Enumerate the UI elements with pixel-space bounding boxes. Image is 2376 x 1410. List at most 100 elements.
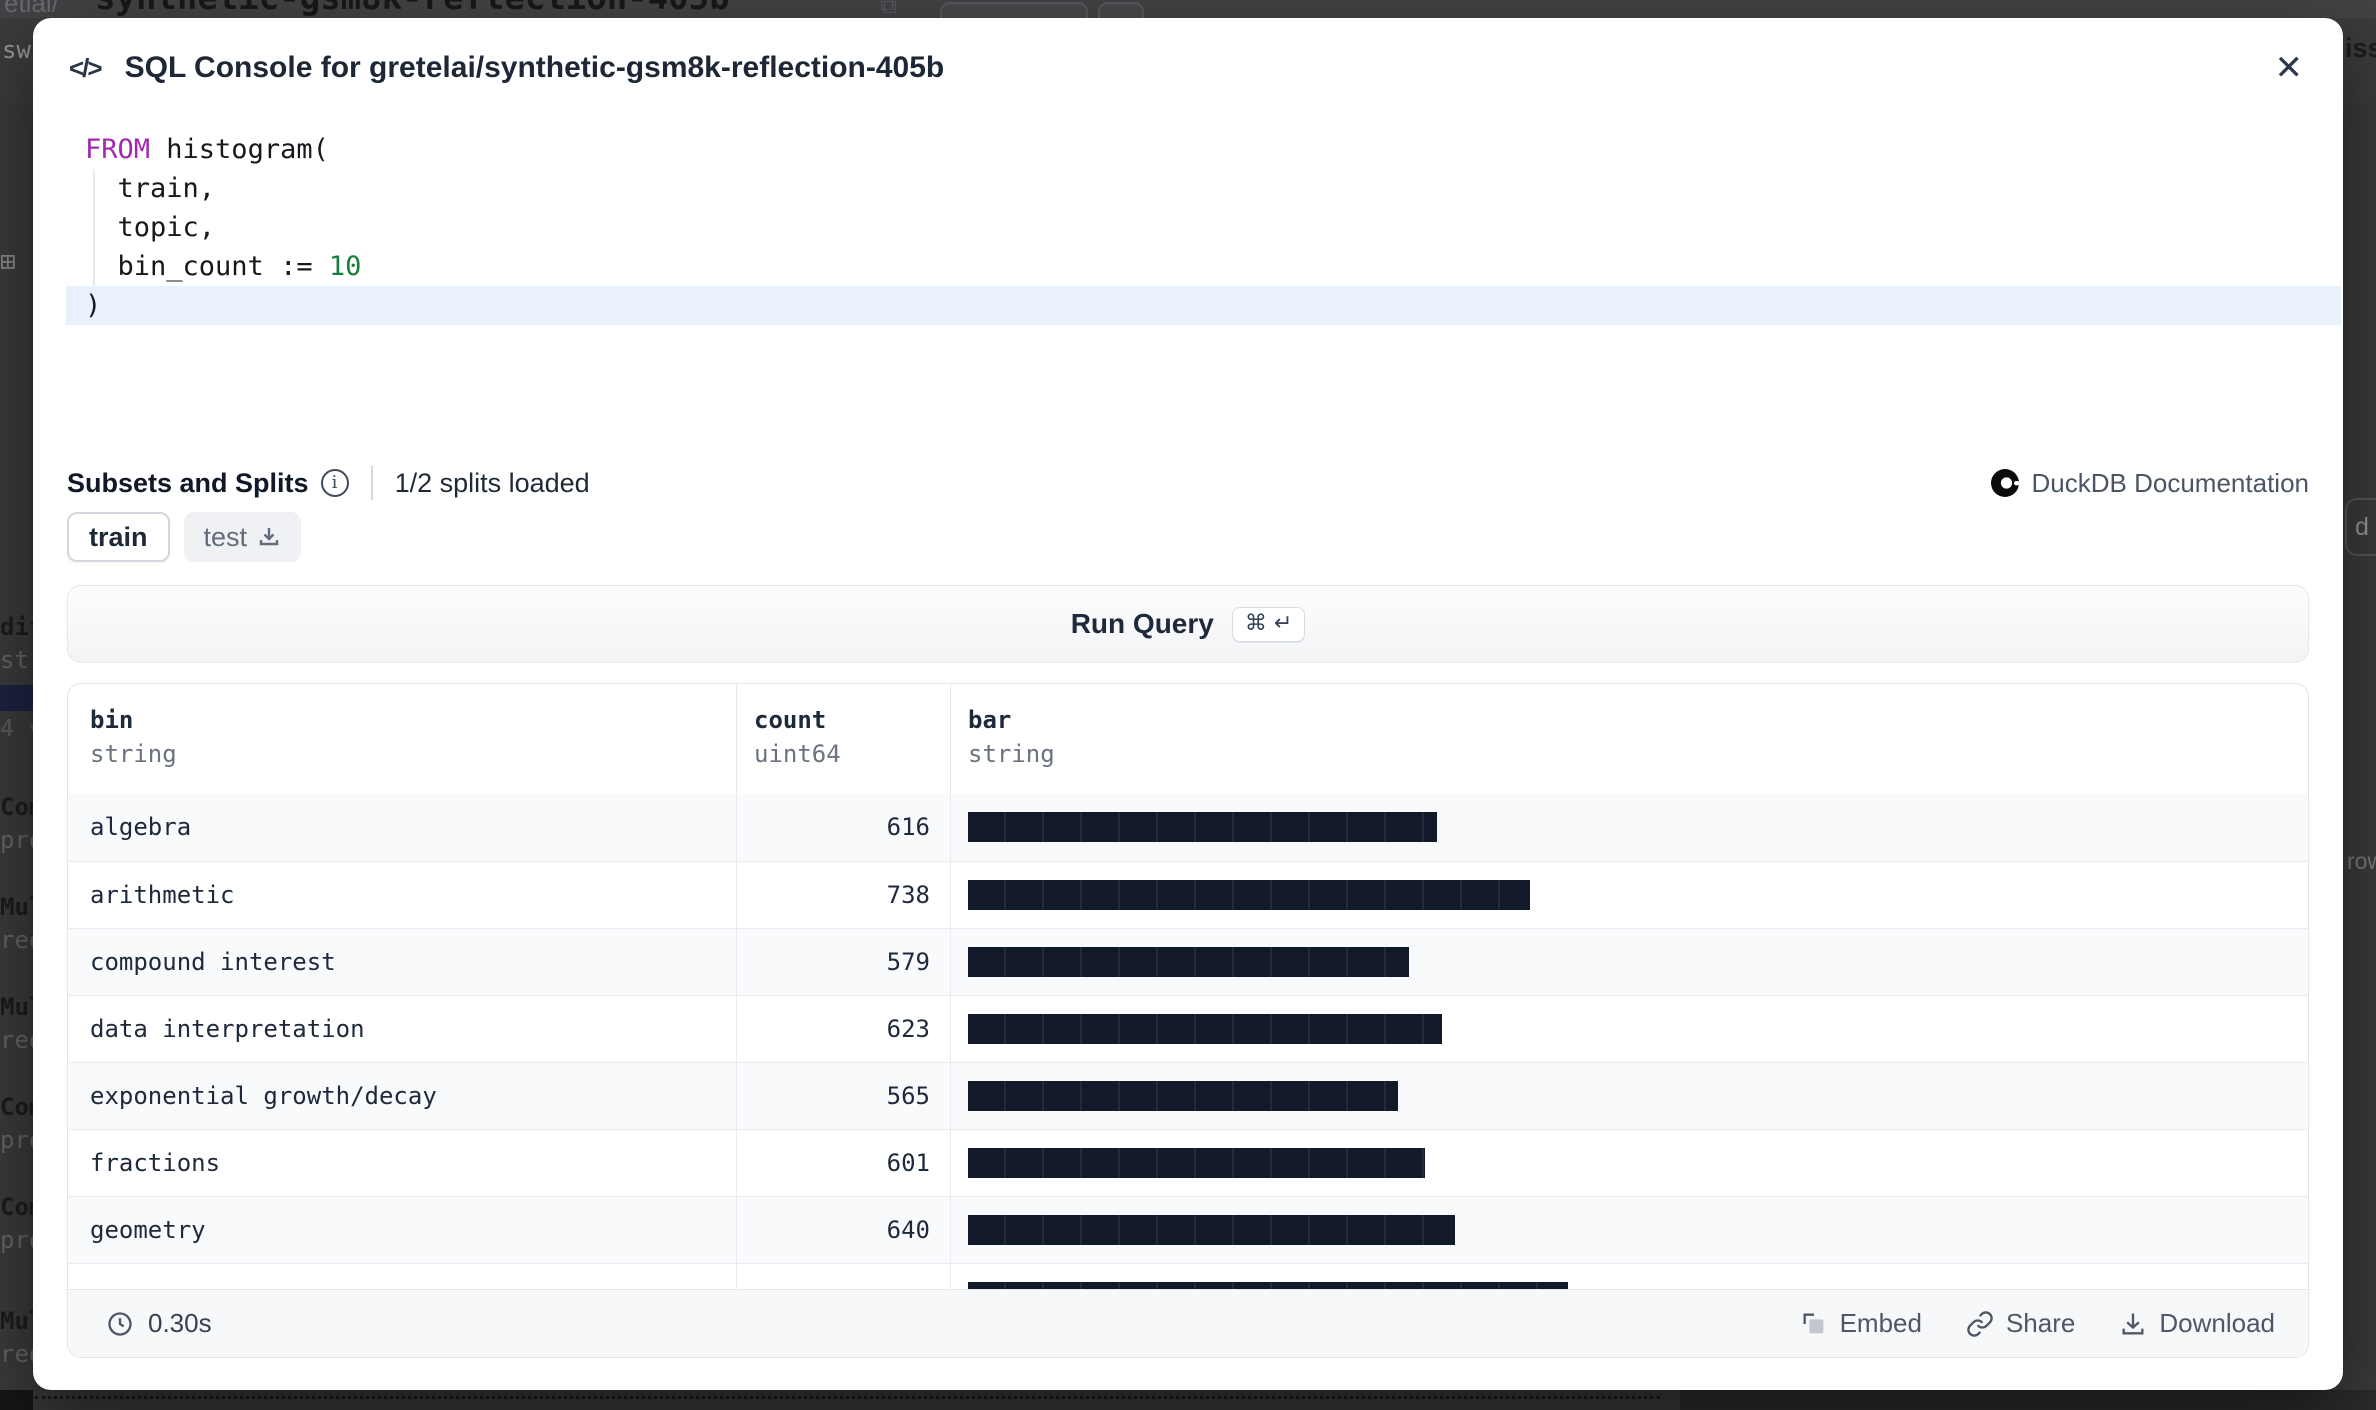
column-name: bar [968,706,1012,734]
run-query-button[interactable]: Run Query ⌘ ↵ [67,585,2309,663]
bar-cell [951,996,2308,1062]
share-button[interactable]: Share [1966,1308,2075,1339]
code-line-3: topic, [85,212,216,243]
column-name: bin [90,706,134,734]
table-header: bin string count uint64 bar string [68,684,2308,794]
kbd-shortcut: ⌘ ↵ [1231,606,1306,642]
background-fragment: issa [2345,33,2376,63]
background-button: d [2345,498,2376,556]
count-cell: 601 [737,1129,951,1196]
sql-number: 10 [328,251,362,282]
embed-button[interactable]: Embed [1800,1308,1922,1339]
duckdb-doc-link[interactable]: DuckDB Documentation [1990,468,2309,499]
sql-text: bin_count := [85,251,329,282]
background-panel [0,1390,33,1410]
clock-icon [108,1311,132,1336]
bin-cell: fractions [68,1129,737,1196]
download-icon [259,528,279,546]
code-line-1: FROM histogram( [33,130,2343,169]
table-row[interactable]: arithmetic 738 [68,860,2308,928]
split-chip-label: test [203,521,248,552]
bar-cell [951,862,2308,928]
table-row-partial[interactable] [68,1262,2308,1290]
duckdb-logo-icon [1990,469,2020,497]
duckdb-doc-label: DuckDB Documentation [2031,467,2309,498]
bar-cell [951,1197,2308,1263]
count-cell: 616 [737,793,951,861]
bar-cell [951,929,2308,995]
background-selected-row [0,685,33,711]
embed-label: Embed [1839,1308,1922,1339]
table-row[interactable]: compound interest 579 [68,927,2308,995]
table-row[interactable]: exponential growth/decay 565 [68,1061,2308,1129]
indent-guide [93,169,95,286]
bar-cell [951,1063,2308,1129]
run-query-label: Run Query [1070,608,1214,639]
download-label: Download [2159,1308,2275,1339]
table-body: algebra 616 arithmetic 738 compound inte… [68,793,2308,1290]
code-line-2: train, [85,173,216,204]
column-header-bin[interactable]: bin string [68,684,737,794]
splits-status: 1/2 splits loaded [394,467,590,498]
query-time: 0.30s [106,1308,212,1339]
histogram-bar [968,1080,1398,1111]
bin-cell [68,1263,737,1290]
background-page-header: etlai/ synthetic-gsm8k-reflection-405b ⧉ [0,0,2376,18]
download-button[interactable]: Download [2119,1308,2275,1339]
link-icon [1967,1310,1993,1337]
background-page-bottom [0,1390,2376,1410]
histogram-bar [968,1013,1442,1044]
embed-icon [1803,1313,1823,1333]
query-time-label: 0.30s [148,1308,212,1339]
sql-editor[interactable]: FROM histogram( train, topic, bin_count … [33,130,2343,325]
close-icon[interactable]: ✕ [2274,49,2304,87]
sql-console-modal: </> SQL Console for gretelai/synthetic-g… [33,18,2343,1390]
count-cell: 738 [737,861,951,928]
column-header-count[interactable]: count uint64 [737,684,951,794]
count-cell: 565 [737,1062,951,1129]
background-breadcrumb: etlai/ [4,0,59,18]
splits-chips: train test [67,512,302,562]
divider [370,466,373,500]
footer-actions: Embed Share Download [1800,1308,2275,1339]
copy-icon: ⧉ [880,0,898,18]
count-cell: 579 [737,928,951,995]
split-chip-test[interactable]: test [183,512,302,562]
count-cell [737,1263,951,1290]
download-icon [2122,1313,2144,1335]
share-label: Share [2005,1308,2076,1339]
subsets-row: Subsets and Splits i 1/2 splits loaded D… [33,461,2343,505]
count-cell: 623 [737,995,951,1062]
background-fragment: row [2347,848,2376,874]
histogram-bar [968,1281,1568,1290]
background-table-border [35,1396,1660,1399]
info-icon[interactable]: i [320,469,349,497]
bar-cell [951,1264,2308,1290]
table-row[interactable]: algebra 616 [68,793,2308,861]
table-row[interactable]: data interpretation 623 [68,994,2308,1062]
bin-cell: compound interest [68,928,737,995]
background-fragment: sw [2,36,31,64]
bar-cell [951,1130,2308,1196]
background-like-button [940,2,1088,18]
background-panel [1680,1390,2376,1410]
bar-cell [951,794,2308,861]
column-header-bar[interactable]: bar string [951,684,2308,794]
column-type: string [968,740,1055,768]
bin-cell: geometry [68,1196,737,1263]
table-row[interactable]: geometry 640 [68,1195,2308,1263]
subsets-heading: Subsets and Splits [67,467,309,498]
histogram-bar [968,1214,1455,1245]
column-type: uint64 [754,740,841,768]
bin-cell: data interpretation [68,995,737,1062]
background-dataset-title: synthetic-gsm8k-reflection-405b [95,0,730,18]
histogram-bar [968,812,1437,843]
code-line-4: bin_count := 10 [33,247,2343,286]
modal-header: </> SQL Console for gretelai/synthetic-g… [33,36,2343,100]
split-chip-train[interactable]: train [67,512,170,562]
column-name: count [754,706,827,734]
bin-cell: arithmetic [68,861,737,928]
code-brackets-icon: </> [69,52,103,83]
table-row[interactable]: fractions 601 [68,1128,2308,1196]
